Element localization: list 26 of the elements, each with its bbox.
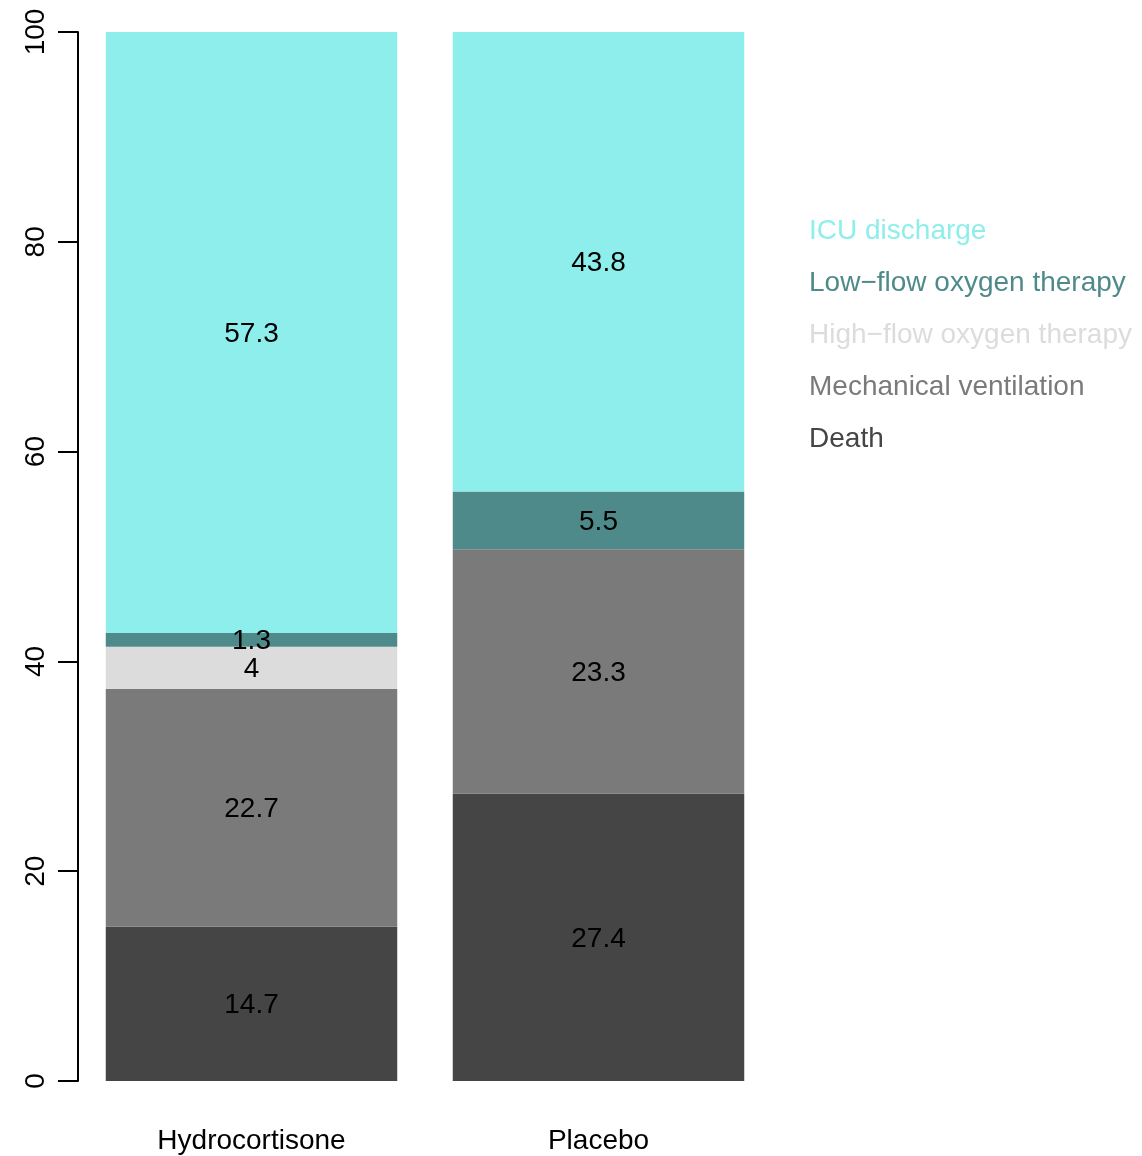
- data-label: 27.4: [571, 921, 626, 953]
- x-tick-label: Hydrocortisone: [157, 1123, 346, 1155]
- text: ICU discharge: [809, 213, 987, 245]
- y-tick-label: 40: [18, 645, 50, 677]
- data-label: 4: [243, 652, 260, 684]
- y-tick-label: 80: [18, 226, 50, 258]
- data-label: 57.3: [224, 317, 279, 349]
- bar: [105, 688, 398, 927]
- bar: [452, 32, 745, 492]
- bar: [105, 926, 398, 1081]
- bar: [452, 549, 745, 794]
- text: Mechanical ventilation: [809, 369, 1085, 401]
- data-label: 43.8: [571, 246, 626, 278]
- data-label: 22.7: [224, 792, 279, 824]
- x-tick-label: Placebo: [547, 1123, 650, 1155]
- y-tick-label: 0: [18, 1073, 50, 1089]
- data-label: 5.5: [579, 504, 618, 536]
- data-label: 14.7: [224, 988, 279, 1020]
- y-tick-label: 20: [18, 855, 50, 887]
- y-tick-label: 60: [18, 436, 50, 468]
- text: Low−flow oxygen therapy: [809, 265, 1126, 297]
- text: Death: [809, 421, 884, 453]
- bar: [452, 491, 745, 550]
- y-tick-label: 100: [18, 8, 50, 56]
- bar: [452, 793, 745, 1081]
- data-label: 23.3: [571, 655, 626, 687]
